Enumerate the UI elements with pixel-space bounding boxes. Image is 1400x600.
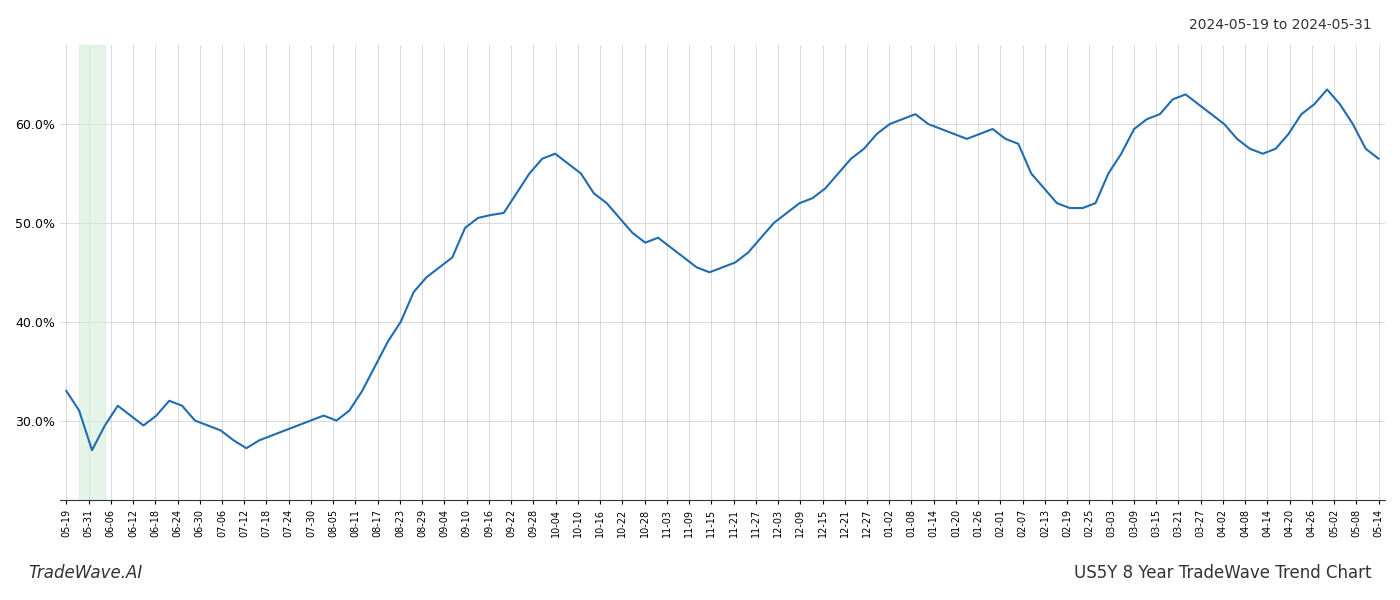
Text: 2024-05-19 to 2024-05-31: 2024-05-19 to 2024-05-31 [1190,18,1372,32]
Bar [80,45,105,500]
Text: US5Y 8 Year TradeWave Trend Chart: US5Y 8 Year TradeWave Trend Chart [1075,564,1372,582]
Text: TradeWave.AI: TradeWave.AI [28,564,143,582]
